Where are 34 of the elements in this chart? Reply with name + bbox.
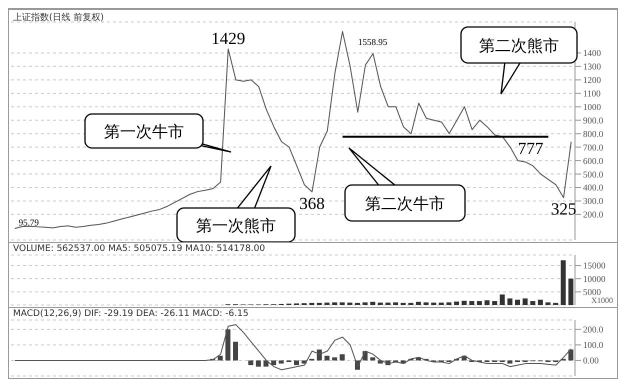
annotation: 第二次牛市 [365, 194, 445, 213]
y-tick-label: 500.0 [583, 169, 604, 180]
y-tick-label: 100.0 [583, 340, 604, 350]
y-tick-label: 0.00 [583, 356, 600, 366]
y-tick-label: 600.0 [583, 156, 604, 166]
y-tick-label: 1200 [583, 75, 602, 86]
annotation: 325 [550, 200, 576, 219]
y-tick-label: 700.0 [583, 142, 604, 152]
y-axis-title: X1000 [591, 296, 613, 305]
y-tick-label: 1000 [583, 102, 602, 112]
annotation: 1558.95 [358, 37, 388, 47]
chart-subtitle: VOLUME: 562537.00 MA5: 505075.19 MA10: 514178.00 [13, 244, 266, 254]
chart-title: 上证指数(日线 前复权) [13, 12, 104, 24]
annotation: 368 [299, 194, 325, 213]
y-tick-label: 1300 [583, 62, 602, 72]
annotation: 第二次熊市 [479, 36, 559, 55]
y-tick-label: 1400 [583, 48, 602, 58]
annotation: 第一次牛市 [104, 122, 184, 141]
ref-line-label: 777 [518, 138, 544, 158]
annotation: 1429 [211, 29, 246, 48]
y-tick-label: 15000 [583, 260, 606, 271]
chart-subtitle: MACD(12,26,9) DIF: -29.19 DEA: -26.11 MACD: -6.15 [13, 309, 249, 319]
y-tick-label: 200.0 [583, 210, 604, 220]
y-tick-label: 200.0 [583, 324, 604, 335]
y-tick-label: 5000 [583, 287, 602, 298]
y-tick-label: 300.0 [583, 196, 604, 206]
y-tick-label: 1100 [583, 88, 602, 99]
y-tick-label: 800.0 [583, 128, 604, 139]
annotation: 95.79 [18, 217, 40, 228]
annotation: 第一次熊市 [196, 216, 276, 235]
y-tick-label: 400.0 [583, 182, 604, 193]
y-tick-label: 10000 [583, 274, 606, 284]
y-tick-label: 900.0 [583, 115, 604, 126]
speech-bubble: 第一次熊市 [176, 165, 296, 242]
